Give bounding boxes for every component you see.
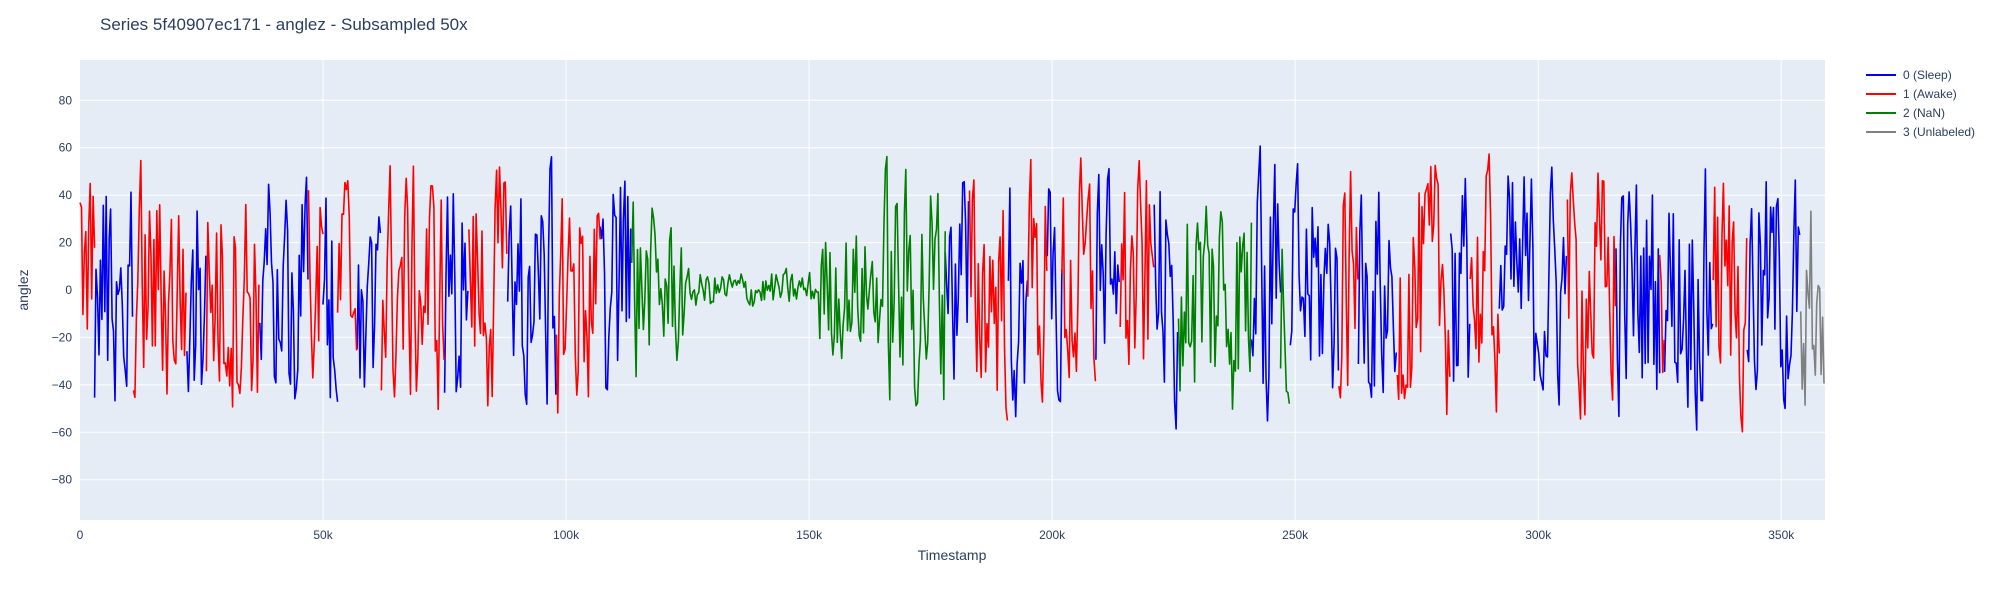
- y-tick-label: −40: [52, 378, 73, 392]
- y-tick-label: 20: [59, 236, 73, 250]
- series-line-0-sleep: [1746, 179, 1801, 410]
- chart-title: Series 5f40907ec171 - anglez - Subsample…: [100, 15, 468, 34]
- legend-label: 2 (NaN): [1903, 106, 1945, 120]
- series-line-1-awake: [307, 190, 324, 379]
- series-line-0-sleep: [1498, 166, 1568, 406]
- legend[interactable]: 0 (Sleep) 1 (Awake) 2 (NaN) 3 (Unlabeled): [1866, 68, 1975, 139]
- series-line-1-awake: [1566, 172, 1617, 420]
- y-tick-label: 60: [59, 141, 73, 155]
- series-line-1-awake: [1469, 153, 1501, 413]
- series-line-0-sleep: [599, 180, 632, 391]
- x-tick-label: 250k: [1282, 528, 1309, 542]
- series-line-1-awake: [1061, 157, 1097, 382]
- series-line-0-sleep: [1153, 190, 1179, 430]
- series-line-0-sleep: [1007, 187, 1029, 418]
- series-line-1-awake: [1396, 164, 1451, 416]
- series-line-1-awake: [336, 180, 358, 351]
- series-line-1-awake: [968, 179, 1009, 421]
- series-line-2-nan: [1177, 205, 1253, 410]
- series-line-0-sleep: [93, 191, 134, 402]
- legend-item-3-unlabeled[interactable]: 3 (Unlabeled): [1866, 125, 1975, 139]
- series-line-1-awake: [1712, 182, 1748, 433]
- legend-label: 0 (Sleep): [1903, 68, 1952, 82]
- legend-item-1-awake[interactable]: 1 (Awake): [1866, 87, 1957, 101]
- series-line-3-unlabeled: [1799, 210, 1825, 406]
- legend-item-2-nan[interactable]: 2 (NaN): [1866, 106, 1945, 120]
- series-line-0-sleep: [1357, 191, 1398, 399]
- series-line-2-nan: [1279, 248, 1291, 404]
- series-line-0-sleep: [1289, 163, 1340, 389]
- x-tick-label: 0: [77, 528, 84, 542]
- series-line-0-sleep: [1615, 184, 1661, 418]
- series-line-1-awake: [380, 165, 445, 411]
- series-line-1-awake: [1658, 255, 1665, 374]
- series-line-0-sleep: [1250, 145, 1282, 422]
- y-tick-label: −80: [52, 473, 73, 487]
- series-line-0-sleep: [944, 180, 970, 380]
- series-line-0-sleep: [1095, 167, 1120, 360]
- series-line-1-awake: [79, 182, 96, 330]
- series-line-0-sleep: [259, 176, 309, 400]
- x-tick-label: 200k: [1039, 528, 1066, 542]
- series-line-0-sleep: [186, 210, 207, 393]
- series-line-0-sleep: [1663, 168, 1714, 431]
- x-tick-label: 50k: [313, 528, 333, 542]
- x-tick-label: 150k: [796, 528, 823, 542]
- series-line-0-sleep: [1046, 188, 1063, 403]
- grid: [80, 60, 1825, 520]
- legend-label: 1 (Awake): [1903, 87, 1957, 101]
- series-line-0-sleep: [322, 197, 339, 402]
- series-line-0-sleep: [443, 193, 469, 393]
- series-line-2-nan: [630, 155, 946, 407]
- legend-label: 3 (Unlabeled): [1903, 125, 1975, 139]
- series-line-1-awake: [555, 198, 601, 414]
- y-tick-label: −60: [52, 425, 73, 439]
- series-line-1-awake: [1338, 170, 1359, 399]
- y-tick-label: −20: [52, 330, 73, 344]
- x-axis-label: Timestamp: [918, 547, 987, 563]
- series-line-1-awake: [132, 159, 187, 399]
- legend-item-0-sleep[interactable]: 0 (Sleep): [1866, 68, 1952, 82]
- y-tick-label: 80: [59, 93, 73, 107]
- series-line-0-sleep: [1449, 177, 1471, 382]
- x-tick-label: 350k: [1768, 528, 1795, 542]
- x-tick-label: 100k: [553, 528, 580, 542]
- series-layer: [79, 145, 1825, 433]
- series-line-1-awake: [1027, 158, 1048, 403]
- y-tick-label: 0: [65, 283, 72, 297]
- series-line-1-awake: [468, 166, 508, 407]
- series-line-1-awake: [205, 203, 260, 408]
- series-line-1-awake: [1119, 159, 1155, 366]
- series-line-0-sleep: [506, 156, 557, 406]
- axes: 80 60 40 20 0 −20 −40 −60 −80 0 50k 100k 150k 200k 250…: [52, 93, 1796, 542]
- series-line-0-sleep: [356, 216, 382, 388]
- y-tick-label: 40: [59, 188, 73, 202]
- x-tick-label: 300k: [1525, 528, 1552, 542]
- y-axis-label: anglez: [15, 269, 31, 310]
